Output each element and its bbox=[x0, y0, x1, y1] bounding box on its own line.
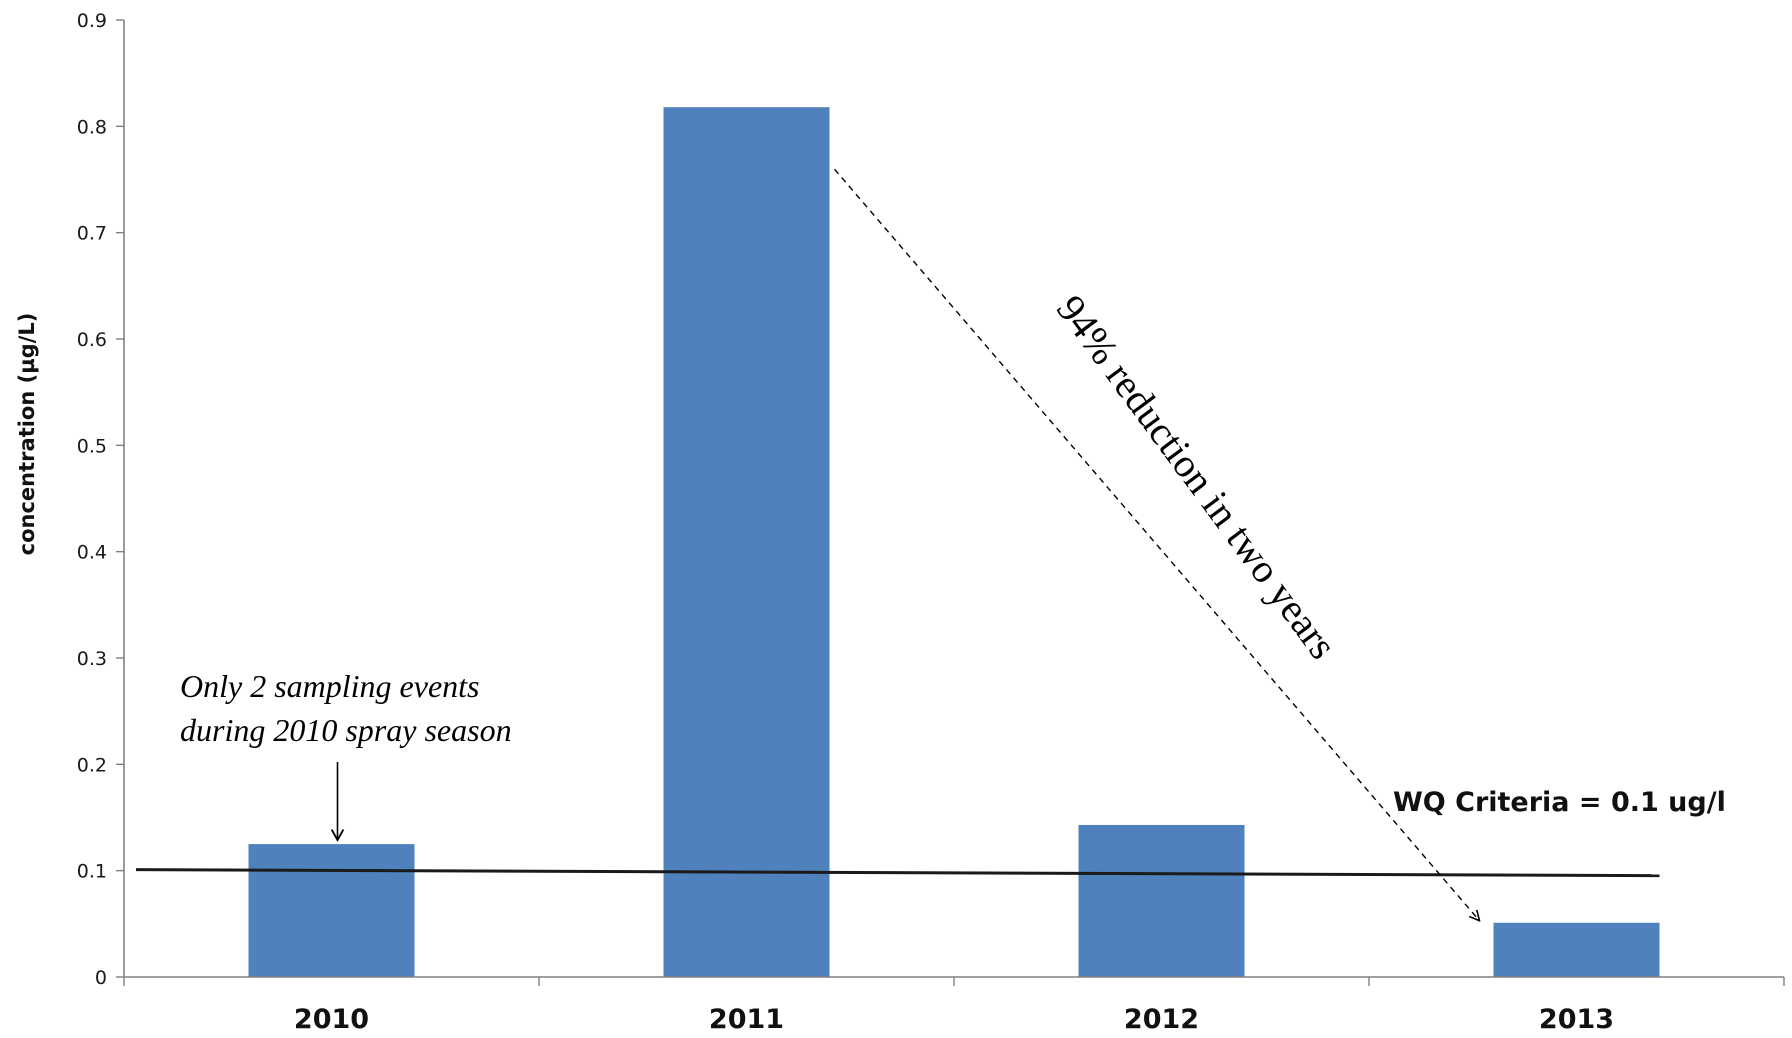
y-tick-label: 0.5 bbox=[77, 435, 107, 457]
y-tick-label: 0.2 bbox=[77, 754, 107, 776]
y-tick-label: 0.4 bbox=[77, 542, 107, 564]
x-tick-label: 2011 bbox=[709, 1004, 784, 1035]
annotation-reduction-arrow bbox=[833, 168, 1480, 921]
y-tick-label: 0.8 bbox=[77, 116, 107, 138]
y-axis-title: concentration (µg/L) bbox=[15, 313, 39, 556]
reference-line bbox=[135, 868, 1660, 878]
y-tick-label: 0.6 bbox=[77, 329, 107, 351]
annotation-note-line2: during 2010 spray season bbox=[180, 712, 512, 748]
reference-line-group bbox=[135, 868, 1660, 878]
x-tick-label: 2012 bbox=[1124, 1004, 1199, 1035]
reference-line-label: WQ Criteria = 0.1 ug/l bbox=[1393, 787, 1726, 818]
y-tick-label: 0.3 bbox=[77, 648, 107, 670]
x-tick-label: 2010 bbox=[294, 1004, 369, 1035]
bar-2011 bbox=[663, 107, 830, 977]
axes bbox=[123, 20, 1785, 986]
annotation-note-line1: Only 2 sampling events bbox=[180, 668, 480, 704]
x-axis-labels: 2010 2011 2012 2013 bbox=[294, 1004, 1614, 1035]
bars bbox=[248, 107, 1660, 977]
y-tick-label: 0.9 bbox=[77, 10, 107, 32]
annotation-reduction-text: 94% reduction in two years bbox=[1048, 287, 1346, 667]
bar-2012 bbox=[1078, 824, 1245, 977]
bar-2013 bbox=[1493, 922, 1660, 977]
x-tick-label: 2013 bbox=[1539, 1004, 1614, 1035]
y-tick-label: 0.1 bbox=[77, 861, 107, 883]
bar-2010 bbox=[248, 844, 415, 977]
y-tick-label: 0 bbox=[95, 967, 107, 989]
y-axis-ticks: 0 0.1 0.2 0.3 0.4 0.5 0.6 0.7 0.8 0.9 bbox=[77, 10, 124, 989]
y-tick-label: 0.7 bbox=[77, 223, 107, 245]
